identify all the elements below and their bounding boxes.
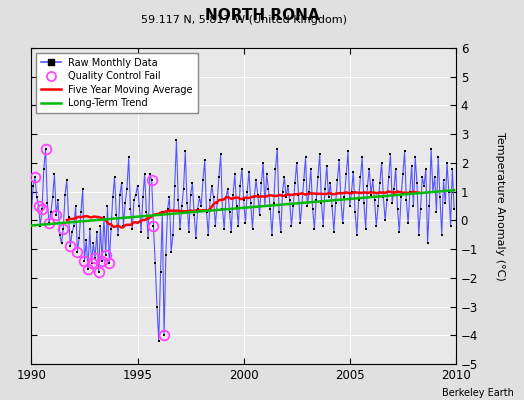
Legend: Raw Monthly Data, Quality Control Fail, Five Year Moving Average, Long-Term Tren: Raw Monthly Data, Quality Control Fail, … bbox=[36, 53, 198, 113]
Text: NORTH RONA: NORTH RONA bbox=[205, 8, 319, 23]
Text: Berkeley Earth: Berkeley Earth bbox=[442, 388, 514, 398]
Title: 59.117 N, 5.817 W (United Kingdom): 59.117 N, 5.817 W (United Kingdom) bbox=[140, 15, 347, 25]
Y-axis label: Temperature Anomaly (°C): Temperature Anomaly (°C) bbox=[495, 132, 505, 280]
